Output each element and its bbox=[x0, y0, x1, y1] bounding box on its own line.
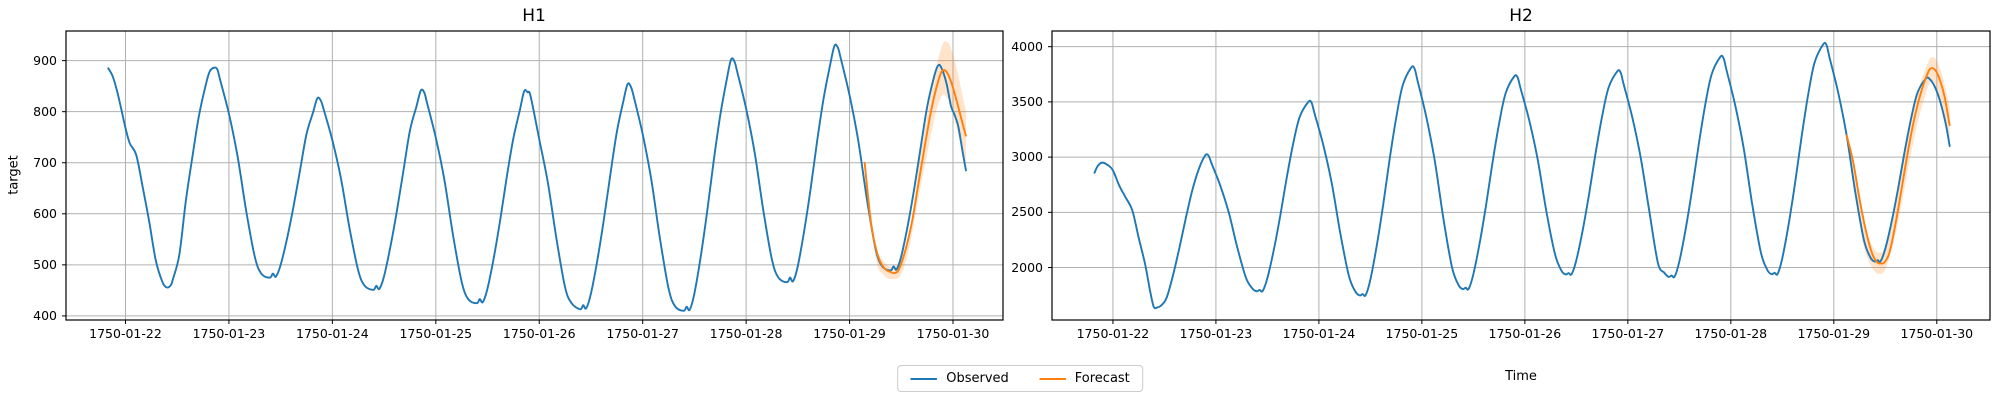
plot-title-h1: H1 bbox=[522, 6, 546, 26]
x-tick-label: 1750-01-24 bbox=[1282, 326, 1356, 341]
x-tick-label: 1750-01-30 bbox=[1900, 326, 1974, 341]
y-tick-label: 900 bbox=[33, 52, 57, 68]
x-tick-label: 1750-01-29 bbox=[1797, 326, 1871, 341]
legend-item-observed: Observed bbox=[910, 371, 1009, 386]
y-tick-label: 800 bbox=[33, 103, 57, 119]
x-tick-label: 1750-01-24 bbox=[296, 326, 369, 341]
x-tick-label: 1750-01-22 bbox=[89, 326, 162, 341]
legend-label-forecast: Forecast bbox=[1074, 371, 1130, 386]
y-tick-label: 3500 bbox=[1011, 94, 1043, 110]
y-axis-label-target: target bbox=[6, 155, 22, 195]
x-tick-label: 1750-01-28 bbox=[709, 326, 783, 341]
observed-line-icon bbox=[910, 377, 938, 380]
y-tick-label: 4000 bbox=[1011, 38, 1043, 54]
x-tick-label: 1750-01-25 bbox=[1385, 326, 1459, 341]
y-tick-label: 400 bbox=[33, 308, 57, 324]
y-tick-label: 500 bbox=[33, 256, 57, 272]
forecast-line bbox=[1845, 67, 1951, 265]
y-tick-label: 2000 bbox=[1011, 259, 1043, 275]
axes-spines bbox=[1051, 30, 1991, 321]
legend-label-observed: Observed bbox=[946, 371, 1009, 386]
x-tick-label: 1750-01-23 bbox=[1179, 326, 1253, 341]
x-tick-label: 1750-01-30 bbox=[916, 326, 990, 341]
x-tick-label: 1750-01-29 bbox=[813, 326, 886, 341]
x-axis-label-time: Time bbox=[1505, 369, 1537, 384]
legend-item-forecast: Forecast bbox=[1038, 371, 1130, 386]
x-tick-label: 1750-01-27 bbox=[1591, 326, 1665, 341]
forecast-confidence-band bbox=[1846, 57, 1950, 275]
x-tick-label: 1750-01-28 bbox=[1694, 326, 1768, 341]
x-tick-label: 1750-01-27 bbox=[606, 326, 679, 341]
y-tick-label: 2500 bbox=[1011, 204, 1043, 220]
forecast-line-icon bbox=[1038, 377, 1066, 380]
observed-line bbox=[107, 43, 967, 312]
observed-line bbox=[1093, 41, 1951, 310]
x-tick-label: 1750-01-26 bbox=[502, 326, 576, 341]
axes-spines bbox=[65, 30, 1004, 321]
legend: Observed Forecast bbox=[897, 365, 1143, 392]
x-tick-label: 1750-01-22 bbox=[1076, 326, 1150, 341]
y-tick-label: 700 bbox=[33, 154, 57, 170]
forecast-confidence-band bbox=[864, 41, 966, 280]
y-tick-label: 3000 bbox=[1011, 149, 1043, 165]
plot-title-h2: H2 bbox=[1509, 6, 1533, 26]
x-tick-label: 1750-01-26 bbox=[1488, 326, 1562, 341]
y-tick-label: 600 bbox=[33, 205, 57, 221]
forecast-line bbox=[863, 69, 967, 275]
x-tick-label: 1750-01-25 bbox=[399, 326, 473, 341]
x-tick-label: 1750-01-23 bbox=[192, 326, 266, 341]
